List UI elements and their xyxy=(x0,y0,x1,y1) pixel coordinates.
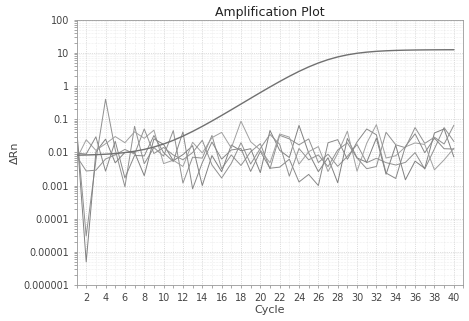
Y-axis label: ΔRn: ΔRn xyxy=(10,141,20,164)
Title: Amplification Plot: Amplification Plot xyxy=(215,5,325,19)
X-axis label: Cycle: Cycle xyxy=(255,306,285,316)
